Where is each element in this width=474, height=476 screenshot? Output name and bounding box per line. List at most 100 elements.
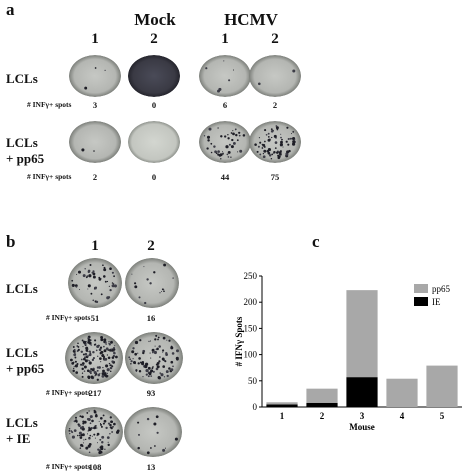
ifn-spot [281,138,283,141]
ifn-spot [95,349,98,352]
row-label-line: LCLs [6,345,38,360]
ifn-spot [93,426,97,430]
panel-a-column-4: 2 [271,31,279,47]
ifn-spot [162,336,166,340]
ifn-spot [206,147,209,150]
well-b-mouse1-ie [65,407,123,457]
ifn-spot [108,285,111,288]
ifn-spot [111,431,113,433]
ifn-spot [98,420,100,422]
x-tick-label: 3 [360,411,365,421]
ifn-spot [101,374,105,378]
ifn-spot [91,419,94,423]
ifn-spot [152,370,155,373]
ifn-spot [158,360,161,363]
ifn-spot [150,375,153,377]
well-a-hcmv1-pp65 [199,121,251,163]
ifn-spot [85,446,89,450]
ifn-spot [270,130,274,133]
ifn-spot [150,369,154,373]
ifn-spot [73,367,75,370]
ifn-spot [134,285,138,289]
ifn-spot [96,432,100,436]
ifn-spot [267,148,271,152]
panel-b-column-1: 1 [91,238,99,254]
ifn-spot [155,367,159,371]
panel-a-row1-caption: # INFγ+ spots [27,100,72,109]
y-tick-label: 250 [244,271,258,281]
ifn-spot [154,345,156,347]
ifn-spot [282,146,284,148]
ifn-spot [111,356,115,359]
ifn-spot [94,375,96,377]
ifn-spot [161,357,165,361]
well-b-mouse2-pp65 [125,332,183,384]
ifn-spot [175,356,179,360]
y-axis-label: # IFNγ Spots [234,316,244,366]
ifn-spot [163,289,165,291]
ifn-spot [155,415,159,419]
ifn-spot [288,138,290,140]
ifn-spot [149,373,151,376]
ifn-spot [86,411,89,414]
panel-b-letter: b [6,232,16,251]
ifn-spot [149,352,151,354]
ifn-spot [176,349,179,353]
ifn-spot [89,370,92,374]
ifn-spot [279,143,283,147]
ifn-spot [285,140,288,143]
ifn-spot [267,132,270,135]
ifn-spot [143,266,145,268]
ifn-spot [84,268,86,270]
ifn-spot [219,153,223,157]
panel-a-row1-count-4: 2 [272,100,278,110]
ifn-spot [98,276,101,279]
ifn-spot [73,429,77,432]
well-a-mock2-lcls [128,55,180,97]
ifn-spot [92,350,95,354]
ifn-spot [90,427,93,429]
ifn-spot [228,143,231,146]
ifn-spot [92,270,95,273]
ifn-spot [267,150,270,153]
ifn-spot [273,150,276,154]
ifn-spot [145,369,149,373]
ifn-spot [86,433,89,435]
well-membrane [199,55,251,97]
ifn-spot [267,135,270,138]
ifn-spot [95,300,99,304]
panel-b-column-2: 2 [147,238,155,254]
legend-swatch-ie [414,297,428,306]
ifn-spot [278,155,281,158]
ifn-spot [226,153,229,156]
ifn-spot [100,335,104,339]
ifn-spot [79,436,83,439]
ifn-spot [106,368,110,372]
ifn-spot [141,362,145,366]
ifn-spot [94,425,96,427]
ifn-spot [158,345,161,348]
row-label-line: + IE [6,431,31,446]
ifn-spot [150,447,152,449]
ifn-spot [111,284,115,288]
well-membrane [69,55,121,97]
ifn-spot [85,349,89,352]
ifn-spot [220,158,222,160]
ifn-spot [147,375,150,378]
ifn-spot [109,288,112,292]
ifn-spot [84,352,88,356]
ifn-spot [274,141,278,144]
ifn-spot [96,344,100,349]
ifn-spot [101,435,105,439]
ifn-spot [100,277,102,279]
panel-a-column-3: 1 [221,31,229,47]
ifn-spot [264,140,266,143]
ifn-spot [107,422,111,425]
panel-a-row2-count-3: 44 [220,172,230,182]
ifn-spot [271,136,273,139]
panel-b-row1-count-1: 51 [90,313,100,323]
ifn-spot [227,134,229,136]
ifn-spot [134,340,139,345]
ifn-spot [90,344,92,346]
ifn-spot [137,446,140,450]
